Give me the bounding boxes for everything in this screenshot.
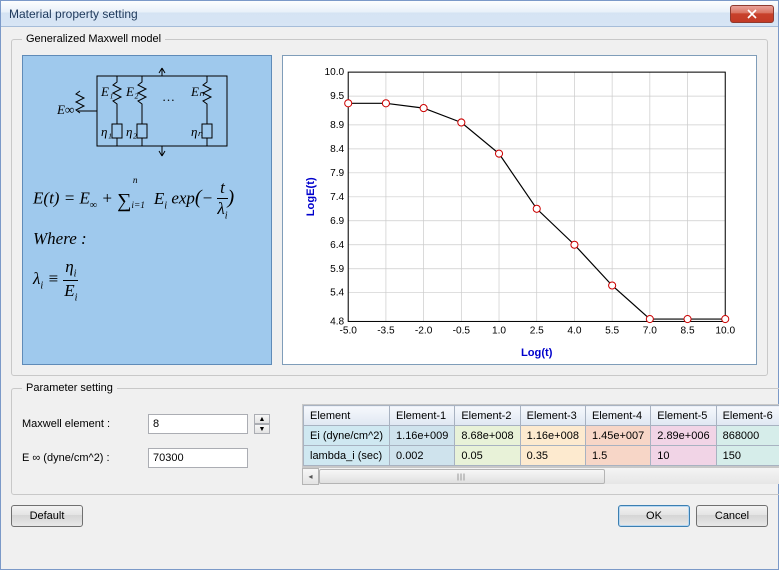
svg-text:ηₙ: ηₙ xyxy=(191,124,203,139)
svg-text:10.0: 10.0 xyxy=(715,326,735,337)
table-header: Element-1 xyxy=(390,406,455,426)
model-diagram-panel: E∞ E₁ E₂ … Eₙ η₁ η₂ ηₙ E(t) = E∞ + ∑i=1n… xyxy=(22,55,272,365)
table-cell[interactable]: 150 xyxy=(716,446,779,466)
einf-input[interactable] xyxy=(148,448,248,468)
parameter-setting-legend: Parameter setting xyxy=(22,382,117,394)
table-cell[interactable]: 0.05 xyxy=(455,446,520,466)
table-cell[interactable]: 2.89e+006 xyxy=(651,426,716,446)
table-cell[interactable]: 1.16e+009 xyxy=(390,426,455,446)
svg-text:8.9: 8.9 xyxy=(330,120,344,131)
svg-text:5.4: 5.4 xyxy=(330,288,344,299)
table-cell[interactable]: 10 xyxy=(651,446,716,466)
svg-text:-3.5: -3.5 xyxy=(377,326,395,337)
svg-text:7.0: 7.0 xyxy=(643,326,657,337)
formula-main: E(t) = E∞ + ∑i=1n Ei exp(− tλi) xyxy=(33,178,261,221)
parameter-setting-group: Parameter setting Maxwell element : ▲ ▼ … xyxy=(11,382,779,495)
table-cell[interactable]: 8.68e+008 xyxy=(455,426,520,446)
table-header: Element-2 xyxy=(455,406,520,426)
table-header: Element-5 xyxy=(651,406,716,426)
scroll-left-button[interactable]: ◂ xyxy=(302,468,319,485)
maxwell-model-group: Generalized Maxwell model xyxy=(11,33,768,376)
table-header: Element xyxy=(304,406,390,426)
svg-text:9.5: 9.5 xyxy=(330,91,344,102)
svg-text:7.9: 7.9 xyxy=(330,168,344,179)
svg-text:5.5: 5.5 xyxy=(605,326,619,337)
table-horizontal-scrollbar[interactable]: ◂ ▸ xyxy=(302,467,779,484)
table-header: Element-3 xyxy=(520,406,585,426)
table-header: Element-6 xyxy=(716,406,779,426)
spinner-up-button[interactable]: ▲ xyxy=(254,414,270,424)
maxwell-element-label: Maxwell element : xyxy=(22,418,142,430)
maxwell-circuit-diagram: E∞ E₁ E₂ … Eₙ η₁ η₂ ηₙ xyxy=(57,66,237,166)
svg-text:6.9: 6.9 xyxy=(330,216,344,227)
svg-text:Log(t): Log(t) xyxy=(521,347,553,359)
svg-text:η₂: η₂ xyxy=(126,124,137,139)
svg-text:-0.5: -0.5 xyxy=(453,326,471,337)
chart-panel: -5.0-3.5-2.0-0.51.02.54.05.57.08.510.04.… xyxy=(282,55,757,365)
svg-text:E₁: E₁ xyxy=(100,84,113,99)
formula-where: Where : xyxy=(33,229,261,249)
spinner-down-button[interactable]: ▼ xyxy=(254,424,270,434)
svg-text:10.0: 10.0 xyxy=(324,67,344,78)
einf-label: E ∞ (dyne/cm^2) : xyxy=(22,452,142,464)
close-icon xyxy=(747,9,757,19)
parameter-table-wrap: ElementElement-1Element-2Element-3Elemen… xyxy=(302,404,779,467)
table-cell[interactable]: 1.45e+007 xyxy=(585,426,650,446)
maxwell-element-input[interactable] xyxy=(148,414,248,434)
parameter-table: ElementElement-1Element-2Element-3Elemen… xyxy=(303,405,779,466)
table-row-header: Ei (dyne/cm^2) xyxy=(304,426,390,446)
close-button[interactable] xyxy=(730,5,774,23)
table-header: Element-4 xyxy=(585,406,650,426)
svg-text:E∞: E∞ xyxy=(57,102,74,117)
table-cell[interactable]: 1.16e+008 xyxy=(520,426,585,446)
maxwell-element-spinner[interactable]: ▲ ▼ xyxy=(254,414,270,434)
svg-text:8.4: 8.4 xyxy=(330,144,344,155)
window-title: Material property setting xyxy=(9,7,730,21)
svg-text:4.8: 4.8 xyxy=(330,317,344,328)
svg-text:η₁: η₁ xyxy=(101,124,112,139)
svg-text:LogE(t): LogE(t) xyxy=(305,177,317,216)
svg-text:Eₙ: Eₙ xyxy=(190,84,205,99)
cancel-button[interactable]: Cancel xyxy=(696,505,768,527)
table-cell[interactable]: 0.002 xyxy=(390,446,455,466)
svg-text:6.4: 6.4 xyxy=(330,240,344,251)
table-cell[interactable]: 868000 xyxy=(716,426,779,446)
svg-text:2.5: 2.5 xyxy=(530,326,544,337)
table-cell[interactable]: 0.35 xyxy=(520,446,585,466)
ok-button[interactable]: OK xyxy=(618,505,690,527)
svg-text:-2.0: -2.0 xyxy=(415,326,433,337)
scroll-thumb[interactable] xyxy=(319,469,605,484)
svg-text:5.9: 5.9 xyxy=(330,264,344,275)
svg-text:8.5: 8.5 xyxy=(681,326,695,337)
table-row-header: lambda_i (sec) xyxy=(304,446,390,466)
default-button[interactable]: Default xyxy=(11,505,83,527)
table-cell[interactable]: 1.5 xyxy=(585,446,650,466)
svg-text:1.0: 1.0 xyxy=(492,326,506,337)
svg-text:4.0: 4.0 xyxy=(567,326,581,337)
loget-vs-logt-chart: -5.0-3.5-2.0-0.51.02.54.05.57.08.510.04.… xyxy=(289,62,750,362)
svg-text:7.4: 7.4 xyxy=(330,192,344,203)
formula-lambda: λi ≡ ηiEi xyxy=(33,257,261,303)
titlebar: Material property setting xyxy=(1,1,778,27)
svg-text:…: … xyxy=(162,89,175,104)
svg-text:E₂: E₂ xyxy=(125,84,139,99)
maxwell-model-legend: Generalized Maxwell model xyxy=(22,33,165,45)
